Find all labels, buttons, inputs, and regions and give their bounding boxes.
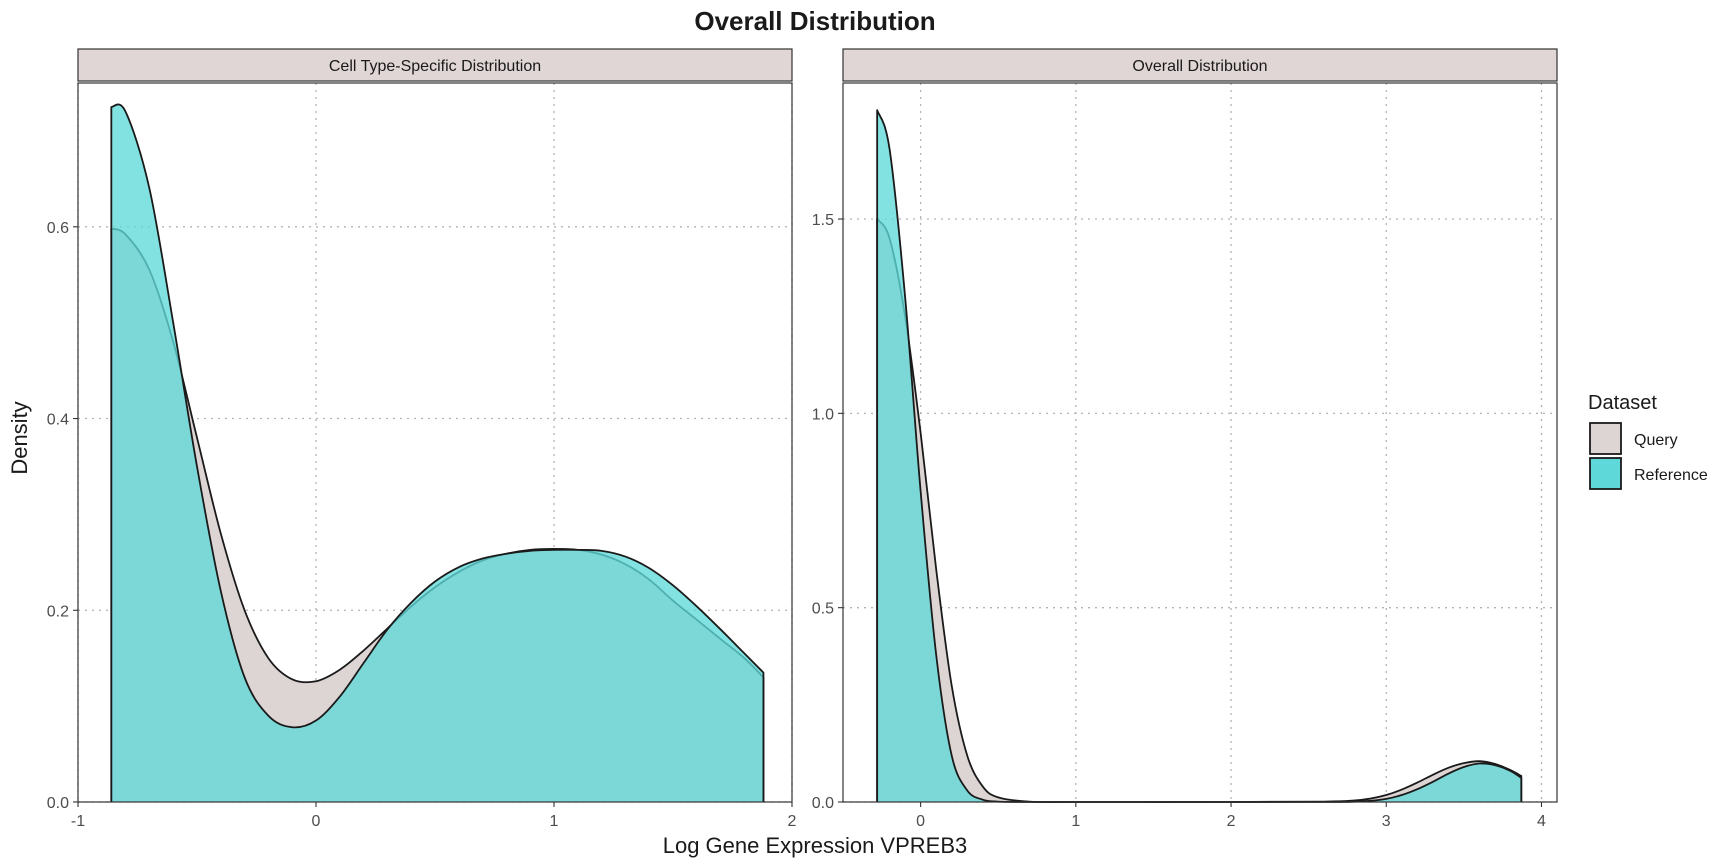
panel-background: [843, 83, 1557, 802]
x-tick-label: 2: [788, 813, 797, 830]
y-tick-label: 0.0: [812, 795, 834, 812]
chart-title: Overall Distribution: [694, 6, 935, 36]
y-tick-label: 0.0: [47, 795, 69, 812]
legend: Dataset Query Reference: [1588, 392, 1708, 490]
y-tick-label: 0.4: [47, 412, 69, 429]
panel-cell-type-specific: Cell Type-Specific Distribution 0.0 0.2 0.4…: [47, 48, 797, 830]
legend-key-query: [1589, 422, 1622, 455]
x-tick-label: 1: [1071, 813, 1080, 830]
density-area-reference: [111, 104, 764, 802]
x-tick-label: 2: [1227, 813, 1236, 830]
x-tick-label: 0: [312, 813, 321, 830]
x-tick-label: 4: [1537, 813, 1546, 830]
y-axis-title: Density: [7, 401, 32, 474]
density-area-reference: [877, 110, 1522, 803]
legend-label-query: Query: [1634, 432, 1678, 449]
y-tick-label: 0.5: [812, 601, 834, 618]
facet-strip-label: Cell Type-Specific Distribution: [329, 58, 541, 75]
y-tick-label: 0.2: [47, 603, 69, 620]
y-tick-label: 1.5: [812, 212, 834, 229]
x-tick-label: 0: [916, 813, 925, 830]
x-tick-label: 1: [550, 813, 559, 830]
y-tick-label: 0.6: [47, 220, 69, 237]
legend-label-reference: Reference: [1634, 467, 1708, 484]
x-tick-label: -1: [71, 813, 85, 830]
x-tick-label: 3: [1382, 813, 1391, 830]
legend-key-reference: [1589, 457, 1622, 490]
density-line-reference: [110, 103, 765, 802]
x-axis-title: Log Gene Expression VPREB3: [663, 833, 968, 858]
facet-strip: [77, 48, 793, 82]
facet-strip-label: Overall Distribution: [1132, 58, 1267, 75]
facet-strip: [842, 48, 1558, 82]
panel-border: [77, 82, 793, 803]
panel-overall: Overall Distribution 0.0 0.5 1.0 1.5 0 1 2 3 4: [812, 48, 1558, 830]
y-tick-label: 1.0: [812, 406, 834, 423]
legend-title: Dataset: [1588, 392, 1657, 414]
panel-border: [842, 82, 1558, 803]
